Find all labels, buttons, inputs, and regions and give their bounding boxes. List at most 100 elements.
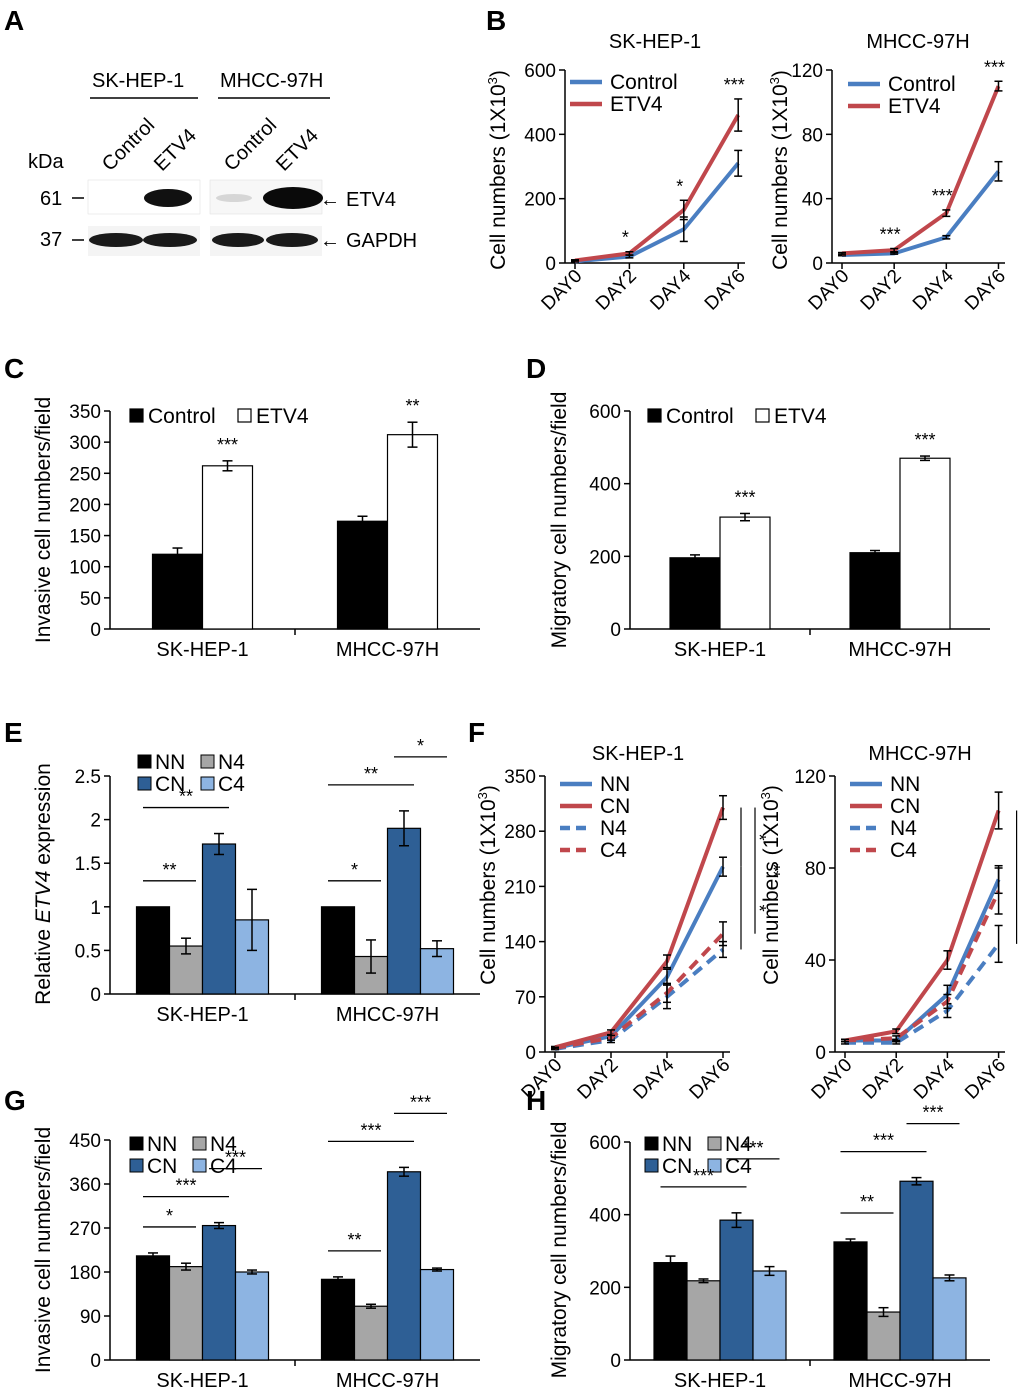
G-bar-c4-0 [234, 1271, 270, 1361]
G-legend-swatch-1 [192, 1136, 207, 1151]
G-y-tick-label-5: 450 [69, 1131, 101, 1152]
blot-kda-label: kDa [28, 151, 64, 173]
blot-cell-line-1: SK-HEP-1 [92, 70, 184, 92]
F1-legend-label-2: N4 [600, 817, 627, 840]
F1-sig-1: * [749, 905, 769, 912]
B1-sig-2: *** [724, 75, 745, 95]
blot-band-gapdh-lane2 [143, 233, 197, 247]
B1-series-control-line [574, 162, 740, 264]
blot-lane-4: ETV4 [272, 125, 323, 176]
F1-sig-0: * [749, 834, 769, 841]
F1-y-label: Cell numbers (1X103) [475, 785, 500, 985]
panel-label-f1: F [468, 717, 485, 748]
B2-y-label: Cell numbers (1X103) [767, 70, 792, 270]
G-legend-label-0: NN [147, 1133, 177, 1156]
E-y-tick-label-5: 2.5 [75, 767, 101, 788]
F2-y-tick-label-2: 80 [805, 859, 826, 880]
blot-marker-61: 61 [40, 188, 62, 210]
G-category-1: MHCC-97H [336, 1370, 439, 1392]
F1-sig-2: ** [763, 864, 783, 878]
B1-x-tick-label-3: DAY6 [701, 266, 750, 315]
B1-title: SK-HEP-1 [609, 31, 701, 53]
C-legend-swatch-1 [237, 408, 252, 423]
H-sig-1: *** [742, 1138, 763, 1158]
F2-y-label: Cell numbers (1X103) [758, 785, 783, 985]
blot-arrow-gapdh: ← [320, 230, 340, 252]
H-sig-2: ** [860, 1192, 874, 1212]
C-bar-control-1 [336, 520, 389, 630]
G-sig-2: *** [225, 1148, 246, 1168]
B2-legend-label-0: Control [888, 73, 956, 96]
F1-y-tick-label-5: 350 [504, 767, 536, 788]
F2-sig-1: *** [1025, 901, 1028, 922]
F2-y-tick-label-1: 40 [805, 951, 826, 972]
F2-legend-label-0: NN [890, 773, 920, 796]
B1-legend-label-0: Control [610, 71, 678, 94]
F2-series-c4-line [844, 890, 1001, 1043]
B1-y-tick-label-0: 0 [545, 254, 556, 275]
F2-legend-label-2: N4 [890, 817, 917, 840]
H-legend-swatch-0 [644, 1136, 659, 1151]
B2-x-tick-label-1: DAY2 [857, 266, 906, 315]
E-legend-swatch-0 [137, 754, 152, 769]
G-legend-label-3: C4 [210, 1155, 237, 1178]
B1-sig-1: * [676, 176, 683, 196]
B2-x-tick-label-3: DAY6 [961, 266, 1010, 315]
F2-legend-label-3: C4 [890, 839, 917, 862]
H-category-1: MHCC-97H [848, 1370, 951, 1392]
B1-y-tick-label-1: 200 [524, 190, 556, 211]
G-bar-n4-1 [353, 1305, 389, 1361]
C-bar-control-0 [151, 553, 204, 630]
E-y-label: Relative ETV4 expression [32, 763, 55, 1005]
E-y-tick-label-2: 1 [90, 898, 101, 919]
E-sig-2: * [351, 860, 358, 880]
D-legend-label-1: ETV4 [774, 405, 827, 428]
D-bar-control-0 [669, 557, 721, 630]
H-y-tick-label-3: 600 [589, 1133, 621, 1154]
H-category-0: SK-HEP-1 [674, 1370, 766, 1392]
H-y-label: Migratory cell numbers/field [548, 1122, 571, 1379]
D-legend-swatch-0 [647, 408, 662, 423]
blot-protein-gapdh: GAPDH [346, 230, 417, 252]
C-y-label: Invasive cell numbers/field [32, 397, 55, 643]
B2-sig-0: *** [880, 225, 901, 245]
H-y-tick-label-0: 0 [610, 1351, 621, 1372]
C-category-0: SK-HEP-1 [156, 639, 248, 661]
E-sig-0: ** [162, 860, 176, 880]
panel-label-h: H [526, 1085, 546, 1116]
C-y-tick-label-2: 100 [69, 558, 101, 579]
chart-b1: B SK-HEP-1 0 200 400 600 Cell numbers (1X103) D… [485, 5, 750, 315]
B2-series-control-line [841, 170, 1001, 257]
F2-y-tick-label-3: 120 [794, 767, 826, 788]
blot-band-gapdh-lane1 [89, 233, 143, 247]
D-legend-swatch-1 [755, 408, 770, 423]
F1-y-tick-label-3: 210 [504, 877, 536, 898]
F2-x-tick-label-1: DAY2 [859, 1055, 908, 1104]
H-legend-label-1: N4 [725, 1133, 752, 1156]
E-legend-label-1: N4 [218, 751, 245, 774]
G-sig-5: *** [410, 1092, 431, 1112]
blot-band-etv4-lane3 [216, 194, 252, 202]
G-bar-cn-0 [201, 1224, 237, 1361]
B2-y-tick-label-0: 0 [812, 254, 823, 275]
E-y-tick-label-4: 2 [90, 811, 101, 832]
B1-x-tick-label-2: DAY4 [646, 265, 695, 314]
F2-legend-label-1: CN [890, 795, 920, 818]
F2-series-n4-line [845, 942, 1001, 1045]
H-legend-label-3: C4 [725, 1155, 752, 1178]
E-legend-swatch-2 [137, 776, 152, 791]
B1-y-label: Cell numbers (1X103) [485, 70, 510, 270]
D-category-1: MHCC-97H [848, 639, 951, 661]
B1-series-etv4-line [574, 114, 740, 263]
panel-label-g: G [4, 1085, 26, 1116]
H-bar-c4-1 [932, 1277, 967, 1361]
chart-g: G 0 90 180 270 360 450 Invasive cell numbers/fi… [4, 1085, 480, 1392]
F2-x-tick-label-3: DAY6 [961, 1055, 1010, 1104]
G-y-label: Invasive cell numbers/field [32, 1127, 55, 1373]
G-legend-swatch-3 [192, 1158, 207, 1173]
E-legend-swatch-3 [200, 776, 215, 791]
